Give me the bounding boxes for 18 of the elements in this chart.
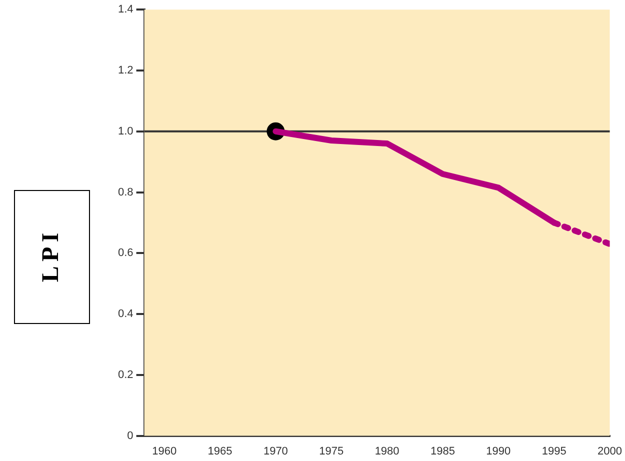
x-tick-label: 1990 [486,445,511,458]
y-tick-label: 0.4 [118,308,134,320]
y-tick-label: 0.6 [118,247,134,260]
y-tick-label: 1.0 [118,125,134,138]
y-tick-label: 0 [127,430,134,442]
x-tick-label: 1995 [542,445,566,458]
y-tick-label: 1.2 [118,64,134,77]
x-tick-label: 1965 [208,445,232,458]
x-tick-label: 2000 [598,445,622,458]
y-axis-title: L P I [38,232,66,282]
y-tick-label: 0.2 [118,368,134,381]
x-tick-label: 1980 [374,445,400,458]
y-tick-label: 0.8 [118,186,134,198]
x-tick-label: 1960 [152,445,177,458]
y-tick-label: 1.4 [118,4,134,16]
x-tick-label: 1970 [263,445,288,458]
x-tick-label: 1975 [319,445,344,458]
x-tick-label: 1985 [430,445,455,458]
